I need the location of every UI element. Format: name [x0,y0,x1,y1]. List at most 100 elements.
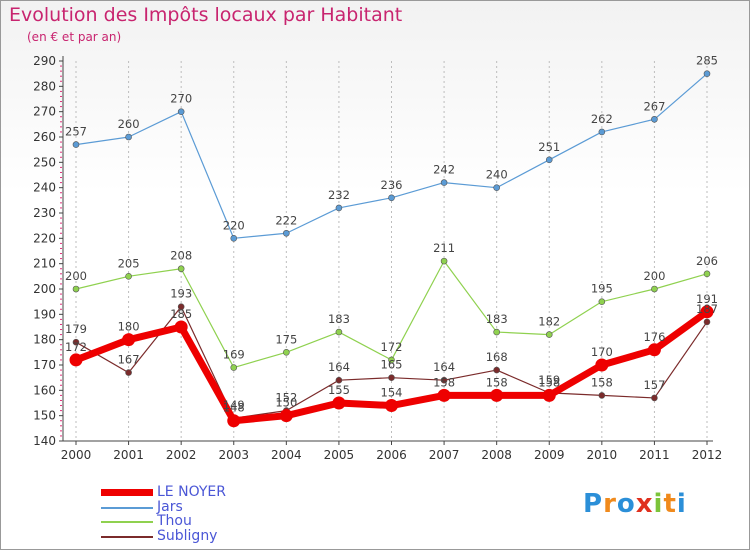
data-point [598,298,606,305]
x-tick-label: 2012 [692,448,723,462]
data-point [332,396,346,410]
chart-title: Evolution des Impôts locaux par Habitant [9,4,403,26]
x-tick-label: 2009 [534,448,565,462]
y-tick-label: 200 [33,282,56,296]
x-tick-label: 2003 [218,448,249,462]
data-label: 270 [170,92,192,106]
data-label: 180 [118,320,140,334]
logo-letter: P [583,489,604,519]
data-point [283,349,290,356]
data-point [69,353,83,367]
data-label: 187 [696,302,718,316]
data-label: 158 [486,375,508,389]
data-label: 167 [118,353,140,367]
data-point [335,328,343,336]
data-label: 169 [223,348,245,362]
data-point [388,356,395,364]
x-tick-label: 2005 [324,448,355,462]
data-label: 176 [643,330,665,344]
data-label: 179 [65,322,87,336]
y-tick-label: 170 [33,358,56,372]
data-label: 220 [223,218,245,232]
logo-letter: r [603,489,617,519]
data-label: 240 [486,168,508,182]
data-point [440,257,448,265]
data-point [651,115,658,123]
data-label: 149 [223,398,245,412]
data-label: 175 [275,332,297,346]
data-label: 257 [65,125,87,139]
legend-label: LE NOYER [157,484,226,500]
legend-label: Subligny [157,527,218,544]
data-point [177,265,185,273]
data-point [542,388,556,402]
data-label: 170 [591,345,613,359]
data-label: 164 [328,360,350,374]
data-point [598,392,606,399]
y-tick-label: 280 [33,79,56,93]
data-point [230,364,238,371]
data-point [490,388,504,402]
data-point [388,374,395,381]
chart-subtitle: (en € et par an) [27,30,122,44]
data-point [440,179,448,186]
x-tick-label: 2010 [587,448,618,462]
data-point [385,399,398,413]
x-tick-label: 2011 [639,448,670,462]
y-tick-label: 140 [33,434,56,448]
y-tick-label: 250 [33,155,56,169]
data-point [72,338,80,346]
data-point [545,331,553,338]
data-label: 183 [486,312,508,326]
y-tick-label: 220 [33,231,56,245]
data-label: 172 [381,340,403,354]
y-tick-label: 230 [33,206,56,220]
logo-letter: x [635,489,654,519]
data-point [703,70,711,77]
data-point [72,141,80,148]
y-tick-label: 290 [33,54,56,68]
data-label: 165 [381,358,403,372]
data-point [651,394,658,402]
data-label: 242 [433,163,455,177]
data-point [122,333,136,347]
x-tick-label: 2007 [429,448,460,462]
y-tick-label: 260 [33,130,56,144]
y-tick-label: 150 [33,409,56,423]
data-label: 222 [275,213,297,227]
data-point [227,414,241,428]
y-tick-label: 210 [33,257,56,271]
data-point [125,273,132,280]
x-tick-label: 2000 [61,448,92,462]
data-label: 200 [643,269,665,283]
data-label: 191 [696,292,718,306]
data-label: 183 [328,312,350,326]
logo-letter: i [676,489,687,519]
data-point [703,270,711,278]
data-label: 251 [538,140,560,154]
data-label: 182 [538,315,560,329]
data-label: 158 [433,375,455,389]
data-point [279,409,293,423]
legend-swatch [101,521,153,523]
data-point [647,343,661,357]
x-tick-label: 2002 [166,448,197,462]
legend-swatch [101,489,153,496]
y-tick-label: 160 [33,383,56,397]
y-tick-label: 270 [33,105,56,119]
legend-label: Thou [157,513,192,529]
data-point [493,328,500,336]
data-label: 155 [328,383,350,397]
legend-label: Jars [157,498,183,515]
data-label: 236 [381,178,403,192]
data-point [651,285,658,293]
legend-swatch [101,535,153,538]
y-tick-label: 240 [33,181,56,195]
data-label: 158 [538,375,560,389]
data-point [335,204,343,212]
data-label: 262 [591,112,613,126]
data-label: 285 [696,54,718,68]
data-point [335,376,343,384]
